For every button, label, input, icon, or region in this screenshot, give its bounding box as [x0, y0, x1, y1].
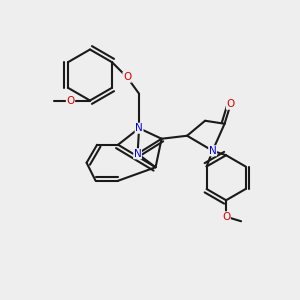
Text: N: N	[134, 149, 142, 159]
Text: N: N	[135, 123, 143, 133]
Text: N: N	[209, 146, 217, 156]
Text: O: O	[226, 99, 235, 109]
Text: O: O	[66, 95, 75, 106]
Text: O: O	[123, 72, 131, 82]
Text: O: O	[222, 212, 230, 222]
